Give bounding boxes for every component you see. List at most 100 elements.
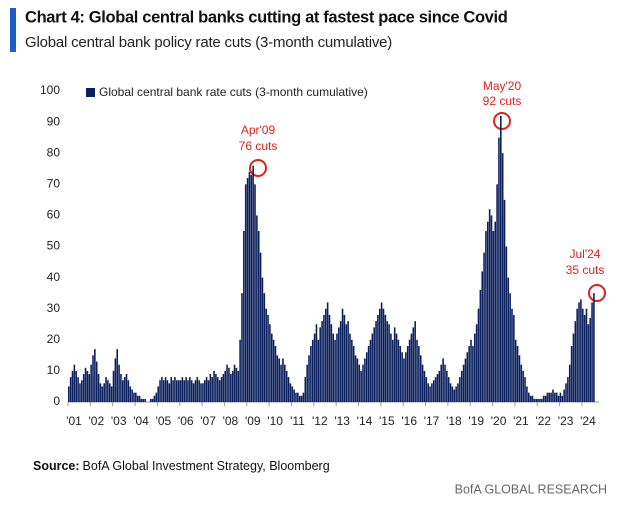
bar <box>196 377 199 402</box>
publisher: BofA GLOBAL RESEARCH <box>455 482 607 496</box>
bar <box>459 377 461 402</box>
bar <box>440 364 443 402</box>
annotation: Jul'24 <box>570 247 601 261</box>
x-tick-label: '21 <box>513 414 529 428</box>
annotation: 92 cuts <box>483 94 522 108</box>
bar <box>466 352 469 402</box>
bar <box>354 355 357 402</box>
bar <box>343 314 346 402</box>
bar <box>235 367 238 402</box>
bar <box>421 364 424 402</box>
bar <box>365 352 368 402</box>
bar <box>323 314 325 402</box>
title-accent <box>10 8 16 52</box>
y-tick-label: 80 <box>47 145 61 159</box>
bar <box>418 346 420 402</box>
bar <box>352 346 355 402</box>
bar <box>522 370 524 402</box>
bar <box>557 395 560 402</box>
bar <box>347 321 349 402</box>
bar <box>142 398 145 402</box>
y-tick-label: 60 <box>47 208 61 222</box>
bar <box>341 308 344 402</box>
bar <box>405 352 407 402</box>
bar <box>514 339 517 402</box>
bar <box>75 370 78 402</box>
bar <box>540 398 543 402</box>
x-tick-label: '24 <box>580 414 596 428</box>
bar <box>425 377 428 402</box>
x-tick-label: '19 <box>468 414 484 428</box>
x-tick-label: '03 <box>111 414 127 428</box>
bar <box>585 308 588 402</box>
bar <box>92 355 94 402</box>
bar <box>155 392 158 402</box>
bar <box>230 374 232 402</box>
bar <box>298 395 301 402</box>
bar <box>360 370 362 402</box>
x-tick-label: '01 <box>66 414 82 428</box>
bar <box>211 377 213 402</box>
bar <box>429 386 431 402</box>
x-tick-label: '08 <box>223 414 239 428</box>
bar <box>362 364 364 402</box>
bar <box>492 230 495 402</box>
bar <box>488 209 491 402</box>
bar <box>125 374 128 402</box>
bar <box>226 364 228 402</box>
bar <box>71 370 74 402</box>
bar <box>399 346 402 402</box>
bar <box>535 398 537 402</box>
annotation: 35 cuts <box>566 263 605 277</box>
annotation: 76 cuts <box>239 139 278 153</box>
bar <box>250 174 253 402</box>
y-tick-label: 40 <box>47 270 61 284</box>
x-tick-label: '05 <box>156 414 172 428</box>
y-tick-label: 50 <box>47 239 61 253</box>
x-tick-label: '17 <box>424 414 440 428</box>
bar <box>282 358 284 402</box>
bar <box>378 308 381 402</box>
highlight-circle <box>493 112 511 130</box>
bar <box>507 277 510 402</box>
bar <box>423 370 426 402</box>
bar <box>278 358 281 402</box>
bar <box>427 383 429 402</box>
bar <box>386 321 389 402</box>
bar <box>222 374 225 402</box>
bar <box>388 324 390 402</box>
bar <box>544 395 547 402</box>
bar <box>326 302 329 402</box>
bar <box>513 314 515 402</box>
bar <box>382 308 385 402</box>
bar <box>261 277 264 402</box>
bar <box>552 389 554 402</box>
y-tick-label: 90 <box>47 114 61 128</box>
bar <box>449 383 452 402</box>
bar <box>576 308 578 402</box>
bar <box>116 349 118 402</box>
bar <box>321 321 323 402</box>
bar <box>578 302 580 402</box>
bar <box>479 290 482 402</box>
bar <box>129 386 132 402</box>
bar <box>263 293 266 402</box>
bar <box>531 395 534 402</box>
bar <box>462 364 465 402</box>
bar <box>455 386 457 402</box>
bar <box>276 355 279 402</box>
bar <box>336 333 338 402</box>
bar <box>101 386 104 402</box>
bar <box>231 370 234 402</box>
bar <box>533 398 536 402</box>
x-tick-label: '22 <box>535 414 551 428</box>
bar <box>200 383 202 402</box>
bar <box>516 346 519 402</box>
bar <box>287 377 290 402</box>
bar <box>524 377 526 402</box>
bar <box>256 215 258 402</box>
bar <box>248 171 251 402</box>
bar <box>205 377 208 402</box>
bar <box>401 352 403 402</box>
source-text: BofA Global Investment Strategy, Bloombe… <box>83 459 330 473</box>
